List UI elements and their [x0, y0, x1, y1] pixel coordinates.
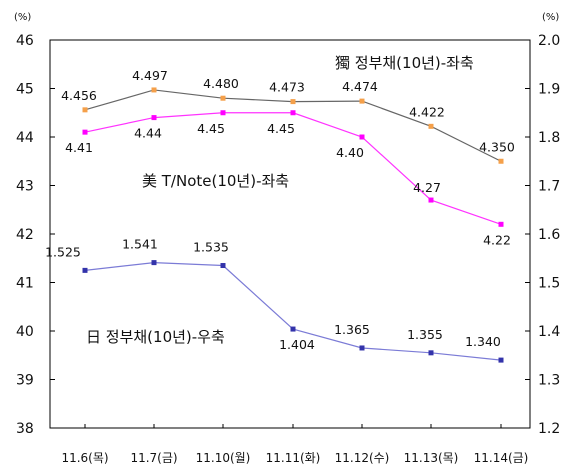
left-tick-label: 46	[16, 33, 34, 49]
data-point-1	[290, 110, 296, 116]
left-tick-label: 40	[16, 324, 34, 340]
x-tick-label: 11.11(화)	[266, 451, 321, 465]
x-tick-label: 11.13(목)	[404, 451, 459, 465]
plot-frame	[49, 39, 531, 429]
data-label-0: 4.350	[479, 139, 515, 154]
left-tick-label: 39	[16, 373, 34, 389]
x-tick-label: 11.6(목)	[61, 451, 108, 465]
data-point-0	[290, 99, 296, 105]
data-point-2	[82, 267, 88, 273]
data-label-2: 1.404	[279, 337, 315, 352]
data-point-0	[359, 98, 365, 104]
data-point-0	[220, 95, 226, 101]
data-label-1: 4.45	[197, 121, 225, 136]
left-axis-unit: (%)	[14, 12, 31, 23]
series-name-japan: 日 정부채(10년)-우축	[86, 328, 225, 346]
data-label-1: 4.27	[413, 180, 441, 195]
data-point-2	[359, 345, 365, 351]
data-point-0	[498, 158, 504, 164]
left-tick-label: 41	[16, 276, 34, 292]
data-label-0: 4.456	[61, 88, 97, 103]
right-tick-label: 1.6	[538, 227, 560, 243]
data-label-2: 1.365	[334, 322, 370, 337]
x-tick-label: 11.7(금)	[130, 451, 177, 465]
data-point-1	[428, 197, 434, 203]
left-tick-label: 45	[16, 82, 34, 98]
data-point-1	[82, 129, 88, 135]
data-label-1: 4.22	[483, 232, 511, 247]
x-tick-label: 11.12(수)	[335, 451, 390, 465]
data-point-2	[498, 357, 504, 363]
data-label-0: 4.473	[269, 80, 305, 95]
right-tick-label: 1.7	[538, 179, 560, 195]
data-label-2: 1.541	[122, 237, 158, 252]
series-name-german: 獨 정부채(10년)-좌축	[335, 54, 474, 72]
data-label-0: 4.474	[342, 79, 378, 94]
left-tick-label: 38	[16, 421, 34, 437]
right-tick-label: 1.5	[538, 276, 560, 292]
right-tick-label: 1.3	[538, 373, 560, 389]
right-tick-label: 1.8	[538, 130, 560, 146]
x-tick-label: 11.14(금)	[474, 451, 529, 465]
data-label-1: 4.41	[65, 140, 93, 155]
data-point-2	[290, 326, 296, 332]
data-label-2: 1.355	[407, 327, 443, 342]
data-point-1	[498, 221, 504, 227]
data-point-0	[151, 87, 157, 93]
series-name-us: 美 T/Note(10년)-좌축	[142, 172, 289, 190]
right-tick-label: 1.9	[538, 82, 560, 98]
right-tick-label: 2.0	[538, 33, 560, 49]
data-label-0: 4.422	[409, 104, 445, 119]
data-label-0: 4.497	[132, 68, 168, 83]
data-label-2: 1.340	[465, 334, 501, 349]
data-label-2: 1.525	[45, 244, 81, 259]
data-label-0: 4.480	[203, 76, 239, 91]
data-point-1	[151, 115, 157, 121]
left-tick-label: 42	[16, 227, 34, 243]
data-point-2	[151, 260, 157, 266]
data-label-2: 1.535	[193, 240, 229, 255]
data-point-1	[220, 110, 226, 116]
data-point-0	[82, 107, 88, 113]
x-tick-label: 11.10(월)	[196, 451, 251, 465]
data-point-0	[428, 123, 434, 129]
right-axis-unit: (%)	[542, 12, 559, 23]
left-tick-label: 44	[16, 130, 34, 146]
right-tick-label: 1.4	[538, 324, 560, 340]
data-label-1: 4.40	[336, 145, 364, 160]
data-point-2	[220, 263, 226, 269]
data-point-1	[359, 134, 365, 140]
data-point-2	[428, 350, 434, 356]
right-tick-label: 1.2	[538, 421, 560, 437]
data-label-1: 4.44	[134, 126, 162, 141]
data-label-1: 4.45	[267, 121, 295, 136]
left-tick-label: 43	[16, 179, 34, 195]
